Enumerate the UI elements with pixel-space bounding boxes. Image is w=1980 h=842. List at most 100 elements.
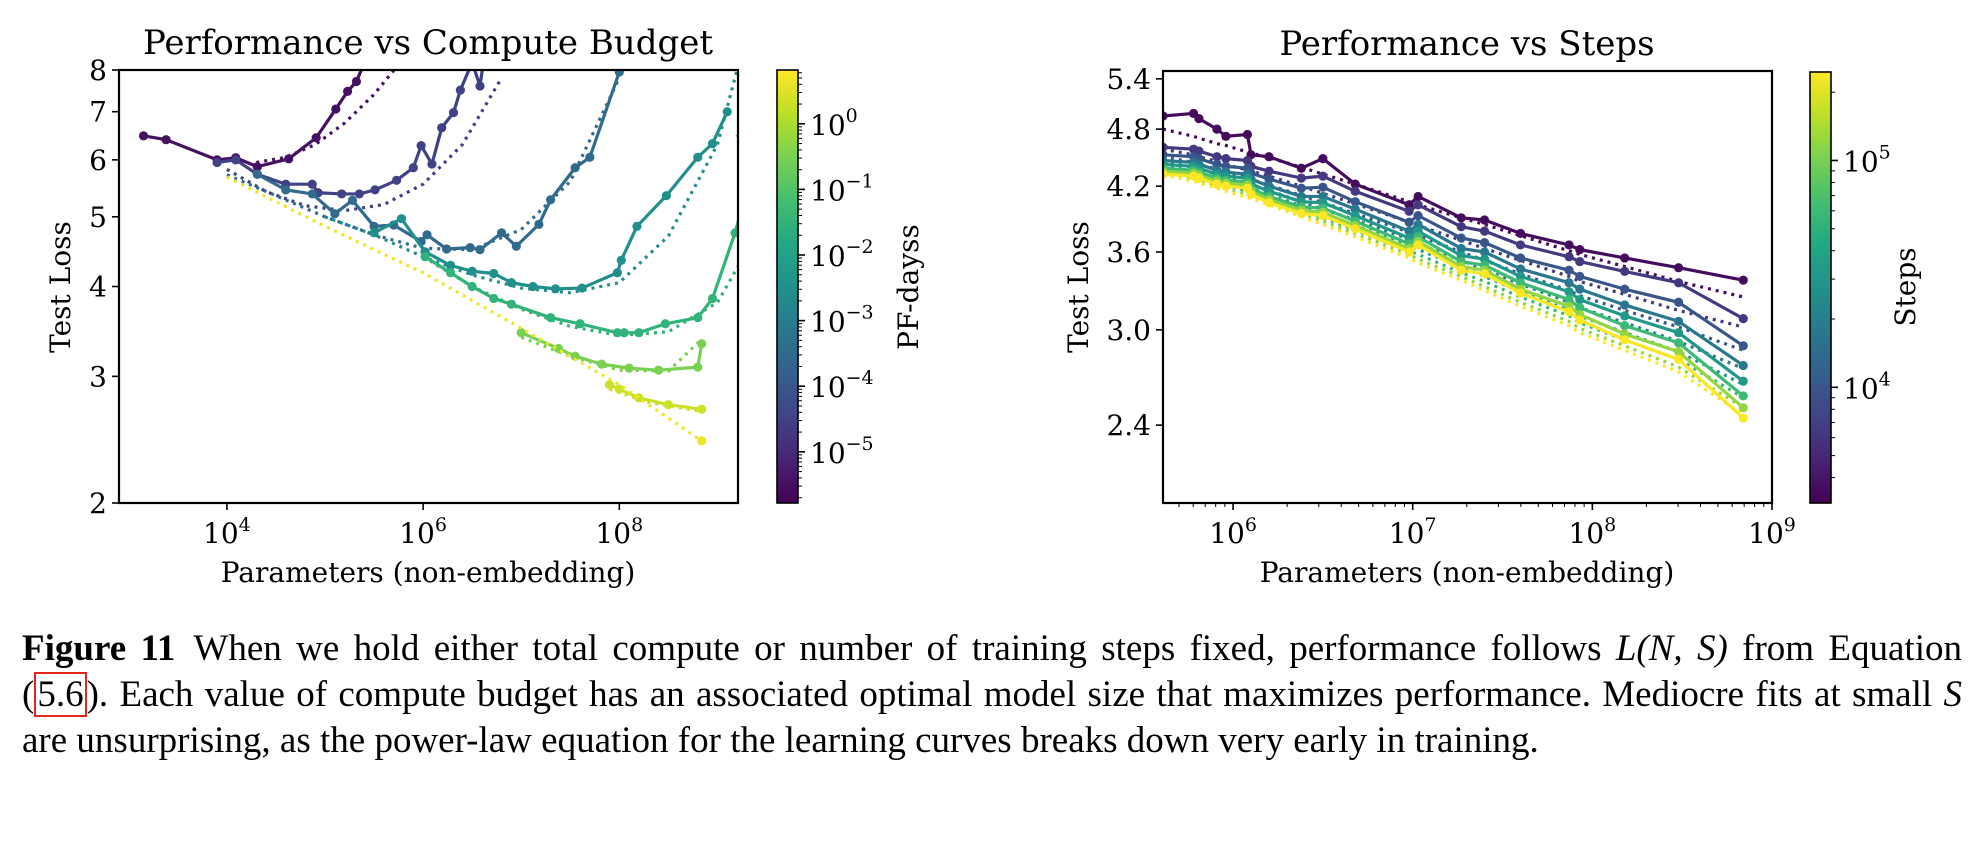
colorbar-tick-label: 10−5: [810, 433, 874, 470]
data-point: [1575, 256, 1585, 267]
data-point: [212, 157, 222, 168]
colorbar-tick-label: 10−3: [810, 302, 874, 339]
caption-text: from Equation (: [22, 628, 1962, 715]
data-point: [370, 185, 380, 195]
data-point: [506, 299, 516, 309]
data-point: [1264, 198, 1274, 208]
series-C=1e0.7: [226, 175, 707, 446]
y-axis: 2 3 4 5 6 7 8: [89, 54, 119, 520]
series-C=1e-5.5: [138, 70, 397, 172]
data-point: [697, 436, 707, 446]
data-point: [347, 195, 358, 205]
data-point: [1515, 278, 1526, 288]
data-point: [1456, 233, 1466, 243]
data-point: [445, 260, 456, 270]
data-point: [1296, 163, 1306, 173]
data-point: [1620, 320, 1630, 331]
figure-label: Figure 11: [22, 628, 176, 669]
x-axis-label: Parameters (non-embedding): [1260, 556, 1675, 589]
data-point: [1264, 166, 1274, 176]
data-point: [597, 359, 607, 369]
figure-11-charts: Performance vs Compute Budget 2 3 4 5 6 7 8 10…: [44, 23, 1922, 589]
series-C=1e-0.5: [516, 328, 707, 375]
series-S=6e4: [1163, 163, 1748, 401]
data-point: [408, 163, 418, 173]
data-point: [427, 159, 437, 169]
data-point: [1515, 240, 1526, 250]
data-point: [1163, 111, 1168, 121]
data-point: [534, 219, 544, 229]
data-point: [616, 255, 626, 265]
data-point: [624, 363, 634, 373]
data-point: [1413, 240, 1423, 250]
data-point: [1404, 206, 1414, 216]
colorbar-axis: 100 10−1 10−2 10−3 10−4 10−5: [798, 72, 874, 499]
data-point: [1404, 247, 1414, 257]
colorbar: [1809, 71, 1832, 504]
data-point: [1620, 284, 1630, 294]
data-point: [1575, 245, 1585, 255]
data-point: [467, 266, 477, 276]
data-point: [1673, 347, 1684, 357]
y-tick-label: 3.6: [1106, 236, 1151, 269]
x-tick-label: 108: [1568, 514, 1616, 550]
fit-line: [226, 175, 703, 443]
fit-line: [422, 134, 738, 338]
data-point: [612, 268, 622, 278]
data-point: [1673, 338, 1684, 348]
colorbar-tick-label: 10−4: [810, 367, 874, 404]
caption-math: S: [1943, 674, 1963, 715]
data-point: [1738, 341, 1748, 351]
data-point: [1515, 264, 1526, 274]
data-point: [1404, 226, 1414, 236]
fit-line: [608, 387, 702, 414]
y-tick-label: 8: [89, 54, 107, 87]
data-point: [660, 319, 671, 329]
data-point: [1242, 129, 1253, 140]
data-point: [550, 284, 561, 294]
data-point: [1515, 288, 1526, 298]
series-S=2.5e5: [1163, 169, 1748, 423]
data-point: [1479, 269, 1490, 279]
data-point: [1413, 191, 1423, 202]
data-point: [1318, 171, 1328, 181]
x-tick-label: 109: [1748, 514, 1796, 550]
data-point: [570, 163, 580, 173]
data-point: [1673, 354, 1684, 364]
data-point: [1264, 174, 1274, 184]
data-point: [337, 189, 347, 199]
data-point: [1413, 200, 1423, 210]
chart-title: Performance vs Compute Budget: [143, 23, 713, 63]
data-point: [1673, 278, 1684, 288]
data-point: [1479, 226, 1490, 236]
data-point: [1564, 240, 1574, 250]
data-point: [1194, 113, 1204, 124]
data-point: [1413, 219, 1423, 230]
y-tick-label: 2: [89, 487, 107, 520]
x-tick-label: 108: [595, 514, 643, 550]
fit-line: [1163, 173, 1745, 416]
data-point: [475, 245, 485, 255]
colorbar-tick-label: 10−1: [810, 170, 874, 207]
y-tick-label: 4.8: [1106, 113, 1151, 146]
data-point: [707, 139, 718, 149]
series-C=1e0.3: [604, 380, 707, 414]
data-point: [1620, 266, 1630, 277]
data-point: [1318, 211, 1328, 221]
data-point: [730, 228, 738, 238]
data-point: [663, 400, 673, 410]
data-point: [331, 104, 341, 114]
colorbar-tick-label: 105: [1843, 141, 1891, 178]
data-point: [661, 191, 671, 201]
data-point: [1738, 314, 1748, 324]
fit-line: [520, 335, 703, 373]
data-point: [1456, 213, 1466, 223]
equation-reference-link[interactable]: 5.6: [34, 672, 87, 717]
colorbar-label: Steps: [1889, 247, 1922, 326]
data-point: [445, 268, 456, 278]
data-point: [369, 228, 379, 238]
data-point: [252, 162, 262, 172]
data-point: [693, 362, 703, 372]
data-point: [1738, 275, 1748, 285]
data-point: [1413, 211, 1423, 221]
